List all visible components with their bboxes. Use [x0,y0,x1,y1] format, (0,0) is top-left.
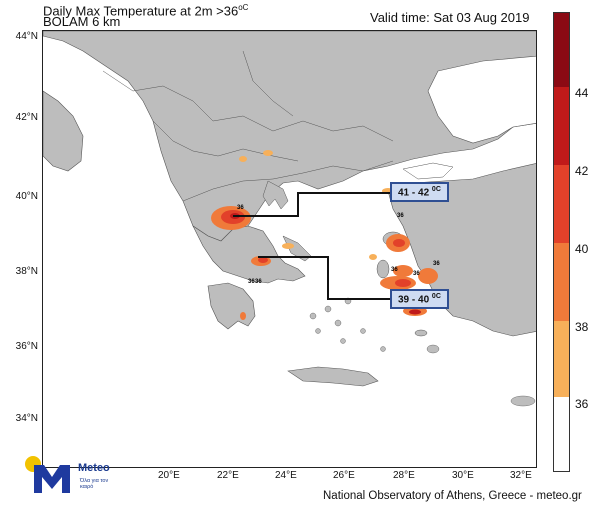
callout-leader-south [258,256,393,300]
lat-label: 34°N [15,413,38,424]
contour-label: 36 [397,213,404,219]
marmara-sea [402,162,454,180]
valid-time-label: Valid time: Sat 03 Aug 2019 [370,10,530,25]
lon-label: 28°E [393,470,415,481]
land-evia [282,235,312,262]
land-crete [287,366,379,387]
model-label: BOLAM 6 km [43,14,121,29]
lat-label: 42°N [15,112,38,123]
contour-label: 36 [413,271,420,277]
map-panel: 36 36 36 36 36 36 36 [42,30,537,468]
lon-label: 30°E [452,470,474,481]
contour-label: 36 [255,279,262,285]
lat-label: 38°N [15,266,38,277]
colorbar-label: 36 [575,397,589,411]
lon-label: 22°E [217,470,239,481]
contour-label: 36 [237,205,244,211]
callout-north: 41 - 42 0C [390,182,449,203]
colorbar-label: 42 [575,164,589,178]
land-italy [43,90,84,172]
lat-label: 40°N [15,191,38,202]
colorbar-label: 38 [575,320,589,334]
callout-leader-north [233,192,393,217]
black-sea [427,55,536,144]
logo-name: Meteo [78,462,110,474]
map-canvas: 36 36 36 36 36 36 36 [43,31,536,467]
lon-label: 32°E [510,470,532,481]
lon-label: 20°E [158,470,180,481]
colorbar-label: 44 [575,86,589,100]
logo-tagline: Όλα για τον καιρό [80,478,109,490]
lat-label: 44°N [15,31,38,42]
contour-label: 36 [248,279,255,285]
land-chalkidiki [262,180,289,210]
colorbar-label: 40 [575,242,589,256]
callout-south: 39 - 40 0C [390,289,449,310]
lat-label: 36°N [15,341,38,352]
footer-credit: National Observatory of Athens, Greece -… [323,490,582,502]
lon-label: 26°E [333,470,355,481]
meteo-logo [25,456,70,493]
contour-label: 36 [433,261,440,267]
map-title: Daily Max Temperature at 2m >36oC [43,3,249,19]
colorbar [553,12,570,472]
contour-label: 36 [391,267,398,273]
lon-label: 24°E [275,470,297,481]
